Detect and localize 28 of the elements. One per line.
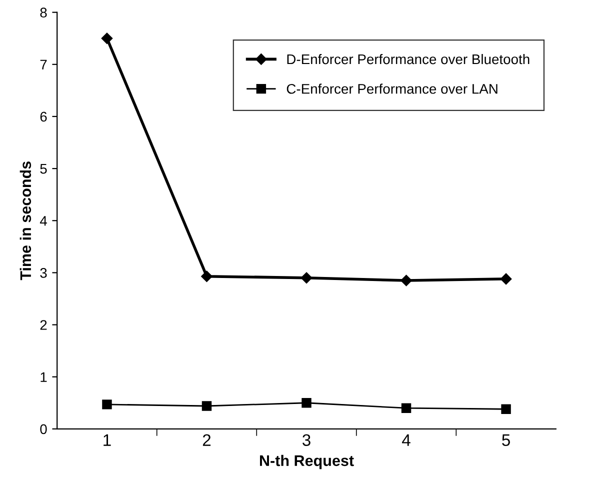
point bbox=[302, 398, 312, 408]
point bbox=[501, 404, 511, 414]
y-tick-label: 7 bbox=[40, 60, 47, 70]
legend-label: C-Enforcer Performance over LAN bbox=[286, 84, 498, 94]
x-axis-title: N-th Request bbox=[260, 454, 354, 470]
point bbox=[102, 400, 112, 410]
y-tick-label: 1 bbox=[40, 372, 47, 382]
point bbox=[202, 401, 212, 411]
y-tick-label: 5 bbox=[40, 164, 47, 174]
x-tick-label: 4 bbox=[402, 434, 410, 446]
x-tick-label: 2 bbox=[202, 434, 211, 446]
point bbox=[101, 32, 113, 44]
y-tick-label: 6 bbox=[40, 112, 47, 122]
point bbox=[300, 272, 312, 284]
point bbox=[401, 403, 412, 413]
y-axis-title: Time in seconds bbox=[20, 162, 32, 280]
y-tick-label: 2 bbox=[40, 320, 47, 330]
y-tick-label: 3 bbox=[40, 268, 47, 278]
y-tick-label: 4 bbox=[40, 216, 47, 226]
point bbox=[201, 270, 212, 282]
x-tick-label: 5 bbox=[502, 434, 510, 446]
x-tick-label: 3 bbox=[302, 434, 310, 446]
x-tick-label: 1 bbox=[104, 434, 111, 446]
y-tick-label: 0 bbox=[40, 424, 47, 434]
point bbox=[500, 273, 512, 285]
y-tick-label: 8 bbox=[40, 8, 47, 18]
point bbox=[400, 274, 412, 286]
legend-label: D-Enforcer Performance over Bluetooth bbox=[287, 54, 530, 64]
